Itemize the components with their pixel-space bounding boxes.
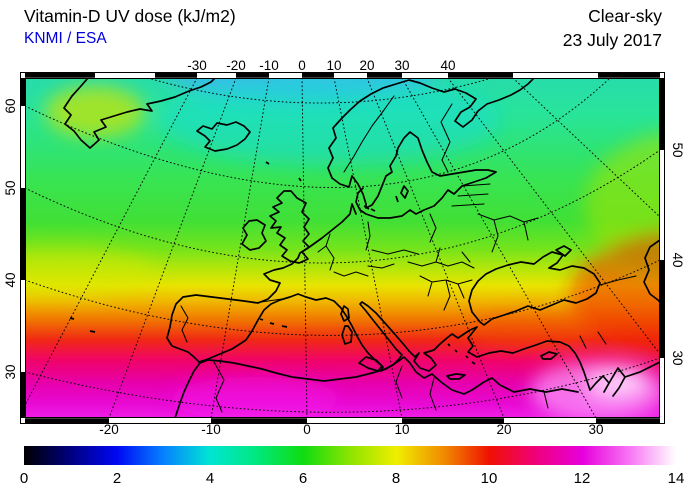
coastline-caspian bbox=[643, 239, 660, 303]
left-axis-labels: 60 50 40 30 bbox=[3, 98, 18, 379]
coastline-scandinavia-arctic bbox=[327, 78, 535, 179]
colorbar-tick: 2 bbox=[113, 470, 121, 487]
bottom-axis-label: 10 bbox=[394, 422, 409, 437]
colorbar-tick: 8 bbox=[392, 470, 400, 487]
coastline-baltic bbox=[331, 131, 497, 219]
top-axis-label: 10 bbox=[326, 58, 341, 73]
right-axis-labels: 50 40 30 bbox=[670, 142, 685, 365]
top-axis-label: 40 bbox=[440, 58, 455, 73]
figure-title: Vitamin-D UV dose (kJ/m2) bbox=[24, 6, 236, 26]
bottom-axis-labels: -20 -10 0 10 20 30 bbox=[99, 422, 603, 437]
bottom-axis-label: 0 bbox=[303, 422, 311, 437]
top-axis-labels: -30 -20 -10 0 10 20 30 40 bbox=[187, 58, 455, 73]
left-axis-label: 60 bbox=[3, 98, 18, 113]
top-axis-label: 20 bbox=[359, 58, 374, 73]
colorbar bbox=[24, 446, 676, 465]
country-borders bbox=[180, 95, 637, 413]
map-field bbox=[25, 78, 660, 418]
coastline-greenland bbox=[63, 78, 216, 149]
coastline-levant-sinai bbox=[589, 361, 660, 397]
graticule-parallels bbox=[25, 78, 660, 413]
coastline-denmark bbox=[341, 187, 364, 223]
top-axis-label: 30 bbox=[394, 58, 409, 73]
field-blob-anatolia bbox=[468, 313, 592, 349]
coastline-black-sea bbox=[468, 251, 601, 326]
island-crete bbox=[446, 373, 466, 380]
coastline-great-britain bbox=[269, 190, 310, 264]
right-axis-label: 40 bbox=[670, 252, 685, 267]
colorbar-tick: 12 bbox=[574, 470, 591, 487]
coastline-azov bbox=[555, 245, 572, 257]
coastline-ireland bbox=[241, 219, 267, 251]
coastline-iceland bbox=[196, 121, 251, 152]
frame-inner bbox=[25, 78, 660, 418]
field-blob-atlas-magenta bbox=[170, 377, 340, 418]
frame-band-segments bbox=[20, 72, 665, 424]
left-axis-label: 30 bbox=[3, 364, 18, 379]
colorbar-tick: 4 bbox=[206, 470, 214, 487]
condition-label: Clear-sky bbox=[588, 6, 662, 26]
top-axis-label: -10 bbox=[259, 58, 279, 73]
bottom-axis-label: 20 bbox=[496, 422, 511, 437]
top-axis-label: -20 bbox=[226, 58, 246, 73]
colorbar-tick: 6 bbox=[299, 470, 307, 487]
bottom-axis-label: -20 bbox=[99, 422, 119, 437]
island-corsica bbox=[340, 305, 350, 322]
danish-islands bbox=[363, 185, 409, 212]
left-axis-label: 50 bbox=[3, 180, 18, 195]
graticule-meridians bbox=[25, 78, 660, 418]
right-axis-label: 30 bbox=[670, 350, 685, 365]
bottom-axis-label: -10 bbox=[201, 422, 221, 437]
field-blob-north-cyan bbox=[160, 78, 500, 165]
left-axis-label: 40 bbox=[3, 272, 18, 287]
credit-label: KNMI / ESA bbox=[24, 30, 107, 47]
small-islands bbox=[69, 161, 476, 365]
island-sardinia bbox=[341, 325, 353, 345]
colorbar-tick: 0 bbox=[20, 470, 28, 487]
top-axis-label: 0 bbox=[298, 58, 306, 73]
coastline-north-africa bbox=[174, 356, 579, 418]
date-label: 23 July 2017 bbox=[562, 30, 662, 50]
bottom-axis-label: 30 bbox=[588, 422, 603, 437]
top-axis-label: -30 bbox=[187, 58, 207, 73]
colorbar-tick: 14 bbox=[668, 470, 685, 487]
colorbar-tick: 10 bbox=[481, 470, 498, 487]
field-blob-atlantic-yellow bbox=[25, 246, 155, 298]
colorbar-labels: 0 2 4 6 8 10 12 14 bbox=[20, 470, 685, 487]
island-cyprus bbox=[540, 351, 558, 360]
right-axis-label: 50 bbox=[670, 142, 685, 157]
island-sicily bbox=[358, 356, 383, 372]
